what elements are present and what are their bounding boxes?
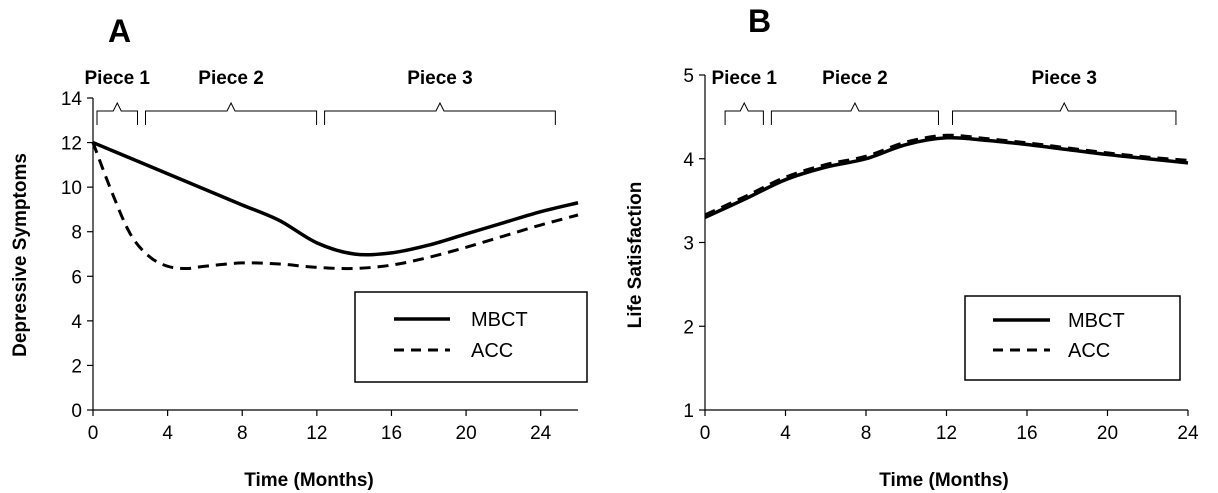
panel-b-x-tick-label: 20 bbox=[1097, 423, 1118, 444]
panel-b-x-tick-label: 24 bbox=[1177, 423, 1199, 444]
panel-b-x-axis-title: Time (Months) bbox=[879, 470, 1008, 491]
panel-b-y-axis-title: Life Satisfaction bbox=[625, 182, 646, 329]
panel-a-y-tick-label: 0 bbox=[71, 401, 82, 422]
panel-a-x-tick-label: 12 bbox=[306, 423, 327, 444]
panel-b-piece-3-bracket bbox=[952, 101, 1177, 125]
panel-a-piece-3-label: Piece 3 bbox=[407, 68, 473, 89]
panel-a-label: A bbox=[108, 13, 131, 49]
panel-a-x-tick-label: 20 bbox=[456, 423, 477, 444]
panel-a-piece-2-bracket bbox=[145, 101, 318, 125]
panel-a-y-tick-label: 12 bbox=[61, 134, 82, 155]
panel-a-y-axis-title: Depressive Symptoms bbox=[10, 153, 31, 357]
panel-b-y-tick-label: 1 bbox=[683, 401, 694, 422]
panel-b-piece-2-label: Piece 2 bbox=[822, 68, 888, 89]
panel-b-x-tick-label: 16 bbox=[1016, 423, 1037, 444]
panel-a-piece-2-label: Piece 2 bbox=[198, 68, 264, 89]
panel-a-piece-3-bracket bbox=[324, 101, 556, 125]
panel-b-legend: MBCT ACC bbox=[964, 295, 1181, 381]
panel-a-piece-1-label: Piece 1 bbox=[85, 68, 151, 89]
panel-b-y-tick-label: 4 bbox=[683, 150, 694, 171]
panel-a-legend-box bbox=[354, 291, 588, 383]
panel-a-x-tick-label: 0 bbox=[88, 423, 99, 444]
panel-a-piece-1-bracket bbox=[96, 101, 138, 125]
panel-b-legend-acc-label: ACC bbox=[1068, 340, 1110, 362]
panel-a-series-acc-line bbox=[91, 142, 579, 271]
panel-a-y-tick-label: 2 bbox=[71, 356, 82, 377]
panel-a-x-axis-title: Time (Months) bbox=[244, 470, 373, 491]
panel-b-label: B bbox=[748, 3, 771, 39]
panel-a-legend-mbct-label: MBCT bbox=[471, 309, 528, 331]
panel-b-y-tick-label: 2 bbox=[683, 317, 694, 338]
panel-b-legend-box bbox=[964, 295, 1181, 381]
panel-b-piece-3-label: Piece 3 bbox=[1031, 68, 1097, 89]
panel-b-piece-2-bracket bbox=[770, 101, 939, 125]
panel-a-x-tick-label: 24 bbox=[530, 423, 552, 444]
panel-b-piece-1-bracket bbox=[724, 101, 764, 125]
panel-a-x-tick-label: 8 bbox=[237, 423, 248, 444]
panel-a-series-mbct-line bbox=[92, 140, 579, 257]
panel-a-x-tick-label: 4 bbox=[162, 423, 173, 444]
panel-a-y-tick-label: 14 bbox=[61, 89, 83, 110]
panel-a-legend: MBCT ACC bbox=[354, 291, 588, 383]
panel-b-x-tick-label: 4 bbox=[780, 423, 791, 444]
panel-b-y-tick-label: 5 bbox=[683, 66, 694, 87]
panel-a-x-tick-label: 16 bbox=[381, 423, 402, 444]
panel-a-y-tick-label: 10 bbox=[61, 178, 82, 199]
panel-b-series-acc-line bbox=[704, 133, 1189, 217]
panel-b-x-tick-label: 0 bbox=[700, 423, 711, 444]
panel-a-legend-acc-label: ACC bbox=[471, 340, 513, 362]
panel-b-piece-1-label: Piece 1 bbox=[711, 68, 777, 89]
panel-b-y-tick-label: 3 bbox=[683, 234, 694, 255]
panel-a-y-tick-label: 4 bbox=[71, 312, 82, 333]
panel-a-y-tick-label: 8 bbox=[71, 223, 82, 244]
panel-b-legend-mbct-label: MBCT bbox=[1068, 310, 1125, 332]
panel-b-series-mbct-line bbox=[704, 135, 1189, 219]
panel-b-x-tick-label: 8 bbox=[861, 423, 872, 444]
panel-b-x-tick-label: 12 bbox=[936, 423, 957, 444]
panel-a-y-tick-label: 6 bbox=[71, 267, 82, 288]
